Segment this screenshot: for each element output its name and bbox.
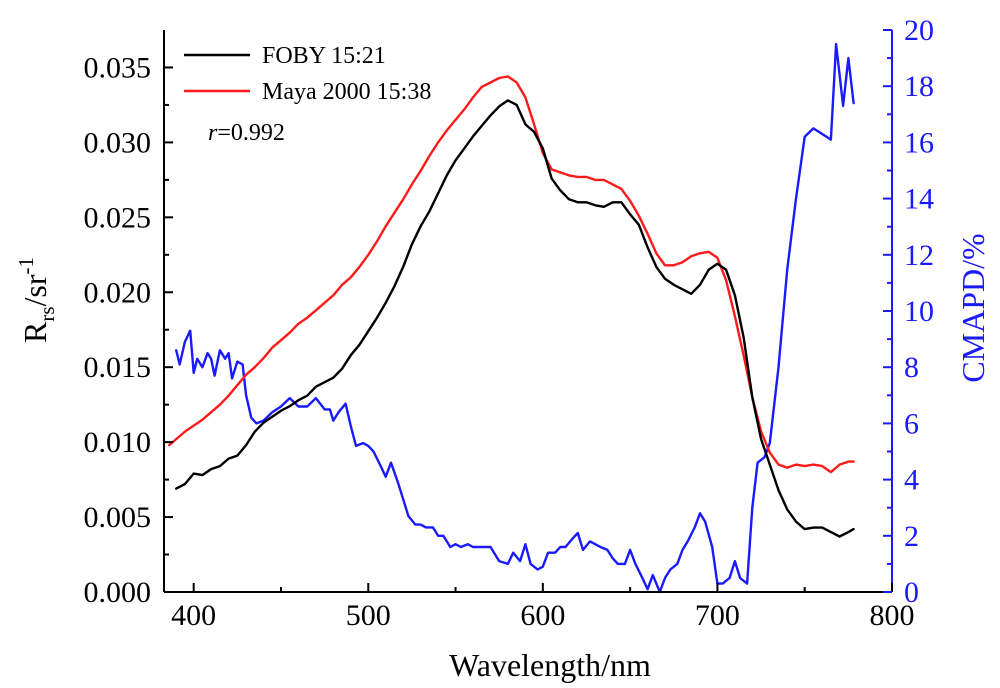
correlation-annotation: r=0.992: [208, 120, 285, 146]
series-line-foby: [174, 99, 855, 538]
y2-tick-label: 12: [904, 239, 934, 272]
y2-tick-label: 16: [904, 126, 934, 159]
y2-tick-label: 0: [904, 576, 919, 609]
y-tick-label: 0.020: [84, 276, 152, 309]
correlation-symbol: r: [208, 120, 218, 146]
y2-tick-label: 20: [904, 14, 934, 47]
x-tick-label: 500: [346, 599, 391, 632]
y2-tick-label: 18: [904, 70, 934, 103]
y-tick-label: 0.005: [84, 501, 152, 534]
x-tick-label: 800: [870, 599, 915, 632]
axes-layer: 400 500 600 700 800 0.000 0.005 0.010 0.015 0.020…: [84, 14, 935, 632]
x-tick-label: 600: [520, 599, 565, 632]
y-tick-label: 0.015: [84, 351, 152, 384]
series-layer: [167, 42, 855, 594]
y-axis-title-unit: /sr: [17, 274, 53, 306]
y2-tick-label: 10: [904, 295, 934, 328]
y2-tick-label: 14: [904, 183, 934, 216]
y2-tick-label: 6: [904, 407, 919, 440]
y-axis-title-main: R: [17, 321, 53, 343]
y-tick-label: 0.010: [84, 426, 152, 459]
y2-tick-label: 8: [904, 351, 919, 384]
y-tick-label: 0.030: [84, 126, 152, 159]
series-line-maya: [167, 75, 855, 474]
y-axis-title: Rrs/sr-1: [14, 257, 59, 343]
legend-label-foby: FOBY 15:21: [262, 43, 386, 69]
x-axis-title: Wavelength/nm: [449, 647, 651, 683]
legend: FOBY 15:21 Maya 2000 15:38: [184, 43, 431, 105]
y-axis-title-superscript: -1: [14, 257, 38, 275]
x-tick-label: 700: [695, 599, 740, 632]
series-line-cmapd: [174, 42, 855, 594]
y2-axis-title: CMAPD/%: [955, 233, 991, 382]
x-tick-label: 400: [171, 599, 216, 632]
legend-label-maya: Maya 2000 15:38: [262, 79, 431, 105]
correlation-value: =0.992: [217, 120, 285, 146]
y-tick-label: 0.000: [84, 576, 152, 609]
y-axis-title-subscript: rs: [35, 306, 59, 321]
y-tick-label: 0.025: [84, 201, 152, 234]
y-tick-label: 0.035: [84, 51, 152, 84]
y2-tick-label: 2: [904, 520, 919, 553]
y2-tick-label: 4: [904, 464, 919, 497]
